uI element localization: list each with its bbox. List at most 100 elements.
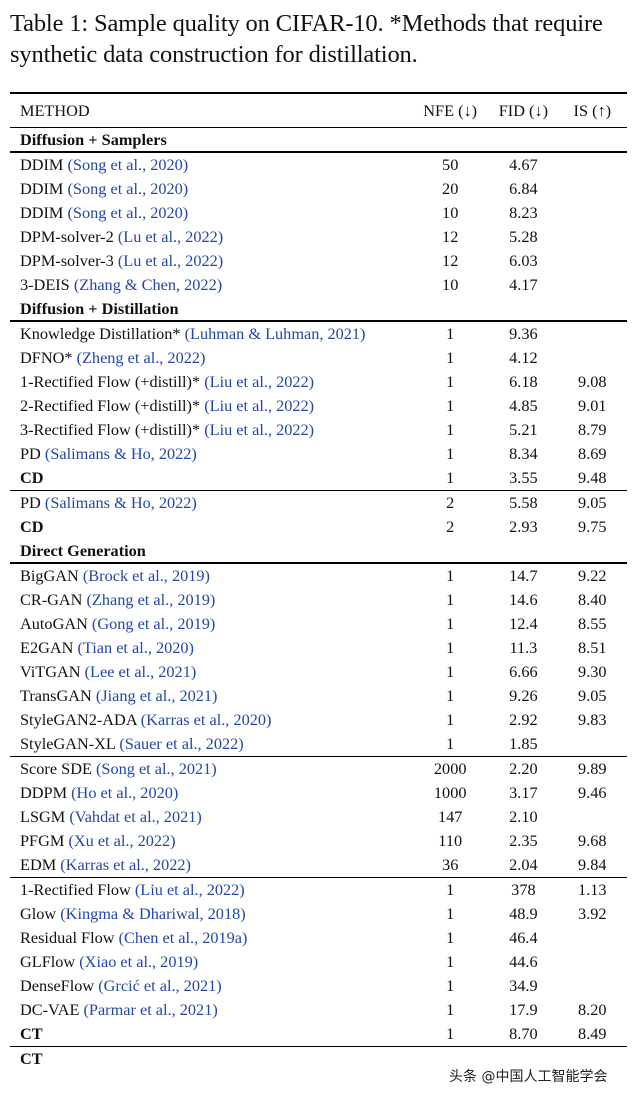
fid-cell: 8.34 [509,444,538,463]
method-name: LSGM [20,807,66,826]
citation-link: (Song et al., 2020) [67,155,189,174]
is-cell: 9.83 [578,710,607,729]
method-cell: Knowledge Distillation* (Luhman & Luhman… [10,321,411,346]
is-cell: 8.40 [578,590,607,609]
nfe-cell: 1000 [433,783,467,802]
is-cell [558,249,627,273]
is-cell: 9.68 [578,831,607,850]
nfe-cell: 12 [442,227,459,246]
method-name: Residual Flow [20,928,115,947]
nfe-cell: 1 [411,732,490,757]
nfe-cell: 2000 [433,759,467,778]
method-cell: AutoGAN (Gong et al., 2019) [10,612,411,636]
method-cell: E2GAN (Tian et al., 2020) [10,636,411,660]
is-cell [558,225,627,249]
fid-cell: 44.6 [509,952,538,971]
table-row: 3-Rectified Flow (+distill)* (Liu et al.… [10,418,627,442]
table-row: StyleGAN-XL (Sauer et al., 2022) 1 1.85 [10,732,627,757]
is-cell: 9.22 [578,566,607,585]
nfe-cell: 10 [442,203,459,222]
is-cell: 8.55 [578,614,607,633]
method-name: PFGM [20,831,65,850]
table-row: 3-DEIS (Zhang & Chen, 2022) 10 4.17 [10,273,627,297]
method-name: DPM-solver-2 [20,227,114,246]
method-cell: StyleGAN-XL (Sauer et al., 2022) [10,732,412,757]
table-row: DPM-solver-2 (Lu et al., 2022) 12 5.28 [10,225,627,249]
citation-link: (Tian et al., 2020) [77,638,194,657]
table-row: Glow (Kingma & Dhariwal, 2018) 1 48.9 3.92 [10,902,627,926]
citation-link: (Zheng et al., 2022) [76,348,206,367]
method-cell: LSGM (Vahdat et al., 2021) [10,805,411,829]
method-name: CD [20,517,44,536]
table-row: Residual Flow (Chen et al., 2019a) 1 46.4 [10,926,627,950]
table-row: AutoGAN (Gong et al., 2019) 1 12.4 8.55 [10,612,627,636]
method-name: TransGAN [20,686,92,705]
nfe-cell: 50 [442,155,459,174]
method-name: 1-Rectified Flow (+distill)* [20,372,201,391]
citation-link: (Parmar et al., 2021) [83,1000,218,1019]
table-row: ViTGAN (Lee et al., 2021) 1 6.66 9.30 [10,660,627,684]
nfe-cell: 1 [446,372,455,391]
nfe-cell: 1 [446,444,455,463]
method-name: 3-DEIS [20,275,70,294]
section-title: Diffusion + Samplers [10,127,627,153]
nfe-cell: 1 [446,976,455,995]
method-cell: DPM-solver-3 (Lu et al., 2022) [10,249,411,273]
nfe-cell: 1 [446,420,455,439]
nfe-cell: 1 [446,638,455,657]
method-cell: Glow (Kingma & Dhariwal, 2018) [10,902,411,926]
is-cell: 9.05 [578,493,607,512]
section-header-row: Diffusion + Distillation [10,297,627,322]
fid-cell: 5.58 [509,493,538,512]
table-row: CT 1 8.70 8.49 [10,1022,627,1047]
citation-link: (Zhang & Chen, 2022) [73,275,223,294]
table-row: CR-GAN (Zhang et al., 2019) 1 14.6 8.40 [10,588,627,612]
nfe-cell: 1 [446,952,455,971]
table-row: CD 1 3.55 9.48 [10,466,627,491]
fid-cell: 5.28 [509,227,538,246]
method-cell: DPM-solver-2 (Lu et al., 2022) [10,225,411,249]
table-row: CT [10,1047,627,1072]
nfe-cell: 1 [446,686,455,705]
table-row: GLFlow (Xiao et al., 2019) 1 44.6 [10,950,627,974]
method-name: Glow [20,904,57,923]
method-name: Score SDE [20,759,92,778]
nfe-cell: 1 [446,396,455,415]
method-cell: 2-Rectified Flow (+distill)* (Liu et al.… [10,394,411,418]
method-name: DPM-solver-3 [20,251,114,270]
method-name: DenseFlow [20,976,95,995]
citation-link: (Chen et al., 2019a) [118,928,248,947]
method-name: CD [20,468,44,487]
method-name: GLFlow [20,952,76,971]
is-cell: 9.75 [578,517,607,536]
method-name: 2-Rectified Flow (+distill)* [20,396,201,415]
nfe-cell: 1 [446,1000,455,1019]
citation-link: (Karras et al., 2022) [60,855,191,874]
citation-link: (Karras et al., 2020) [140,710,272,729]
method-cell: CD [10,515,411,539]
fid-cell: 6.03 [509,251,538,270]
is-cell [558,974,627,998]
nfe-cell: 10 [442,275,459,294]
table-row: PD (Salimans & Ho, 2022) 2 5.58 9.05 [10,491,627,516]
method-cell: GLFlow (Xiao et al., 2019) [10,950,411,974]
fid-cell: 378 [511,880,536,899]
method-name: StyleGAN-XL [20,734,116,753]
fid-cell: 48.9 [509,904,538,923]
header-nfe: NFE (↓) [411,93,490,128]
section-title: Diffusion + Distillation [10,297,627,322]
method-cell: 1-Rectified Flow (Liu et al., 2022) [10,878,411,903]
citation-link: (Zhang et al., 2019) [86,590,216,609]
results-table: METHOD NFE (↓) FID (↓) IS (↑) Diffusion … [10,92,627,1071]
method-cell: DC-VAE (Parmar et al., 2021) [10,998,411,1022]
method-name: EDM [20,855,57,874]
method-name: CT [20,1024,43,1043]
is-cell: 8.79 [578,420,607,439]
table-row: BigGAN (Brock et al., 2019) 1 14.7 9.22 [10,563,627,588]
section-title: Direct Generation [10,539,627,564]
citation-link: (Sauer et al., 2022) [119,734,244,753]
is-cell: 9.84 [557,853,627,878]
citation-link: (Lee et al., 2021) [84,662,197,681]
method-name: BigGAN [20,566,79,585]
method-cell: CR-GAN (Zhang et al., 2019) [10,588,411,612]
